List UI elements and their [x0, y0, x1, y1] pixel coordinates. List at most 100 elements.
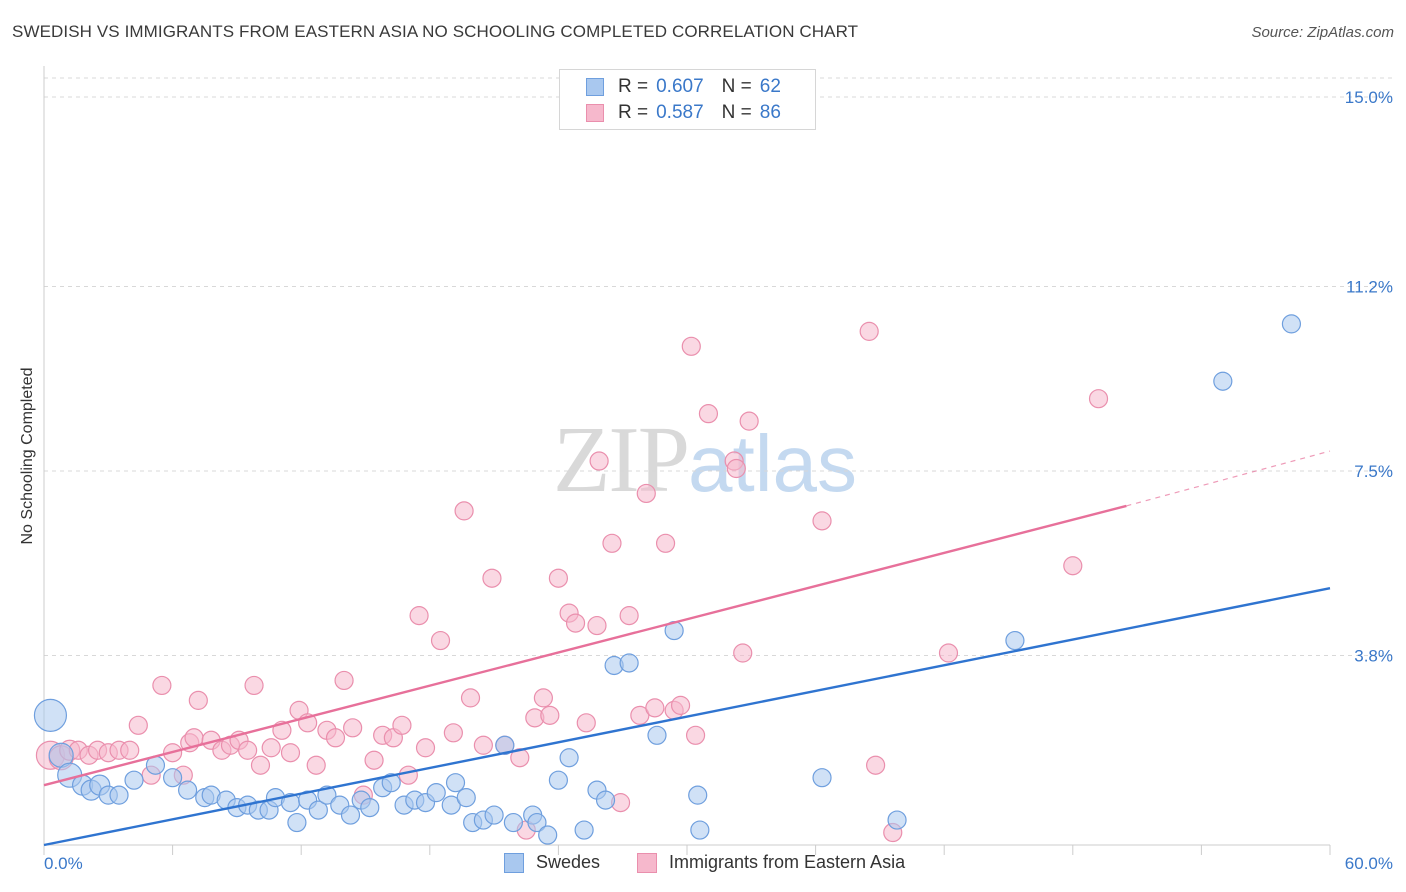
point-eastern-asia [655, 533, 676, 553]
trendline-swedes [43, 587, 1331, 847]
point-swedes [381, 773, 401, 793]
series-legend: Swedes Immigrants from Eastern Asia [0, 852, 1406, 878]
point-eastern-asia [280, 743, 301, 763]
trendline-eastern-asia [43, 504, 1127, 787]
y-tick-label: 15.0% [1345, 88, 1393, 107]
point-swedes [178, 780, 198, 800]
point-swedes [688, 785, 708, 805]
point-swedes [503, 812, 523, 833]
series-swatch-eastern-asia [637, 852, 657, 873]
legend-r-value: 0.587 [656, 102, 704, 123]
point-swedes [595, 790, 616, 810]
point-swedes [548, 770, 569, 790]
point-eastern-asia [589, 451, 609, 471]
point-swedes [619, 653, 639, 673]
legend-n-value: 86 [759, 102, 781, 123]
point-swedes [527, 812, 547, 833]
point-swedes [1281, 314, 1302, 334]
point-eastern-asia [685, 725, 706, 745]
series-legend-swedes[interactable]: Swedes [504, 852, 600, 873]
point-eastern-asia [1088, 389, 1109, 409]
point-swedes [1005, 630, 1025, 651]
point-eastern-asia [510, 748, 530, 768]
point-eastern-asia [548, 568, 569, 588]
series-legend-eastern-asia[interactable]: Immigrants from Eastern Asia [637, 852, 905, 873]
point-swedes [317, 785, 337, 805]
point-eastern-asia [565, 613, 586, 633]
legend-n-label: N = [721, 76, 752, 97]
point-eastern-asia [306, 755, 326, 775]
point-eastern-asia [733, 643, 753, 663]
point-eastern-asia [334, 670, 354, 691]
point-eastern-asia [540, 705, 560, 725]
point-eastern-asia [325, 728, 346, 748]
point-eastern-asia [128, 715, 148, 735]
x-tick-label: 60.0% [1345, 854, 1393, 873]
point-eastern-asia [938, 643, 959, 663]
point-swedes [812, 768, 832, 788]
point-eastern-asia [454, 501, 474, 521]
legend-row-eastern-asia: R = 0.587 N = 86 [586, 101, 781, 125]
point-swedes [559, 748, 579, 768]
point-eastern-asia [415, 738, 436, 758]
point-eastern-asia [636, 483, 656, 504]
point-eastern-asia [866, 755, 886, 775]
point-eastern-asia [443, 723, 463, 743]
point-eastern-asia [250, 755, 271, 775]
point-eastern-asia [188, 690, 208, 710]
trendline-extension-eastern-asia [1126, 450, 1331, 507]
legend-swatch-eastern-asia [586, 104, 604, 122]
point-swedes [340, 805, 361, 825]
point-swedes [495, 735, 515, 755]
point-swedes [124, 770, 144, 790]
point-eastern-asia [244, 675, 264, 696]
point-eastern-asia [726, 458, 746, 479]
point-swedes [308, 800, 328, 820]
point-swedes [574, 820, 594, 840]
legend-r-label: R = [618, 102, 649, 123]
point-eastern-asia [587, 615, 607, 636]
series-label-swedes: Swedes [536, 852, 601, 872]
point-eastern-asia [430, 630, 451, 651]
point-swedes [456, 788, 476, 808]
point-swedes [163, 768, 183, 788]
point-eastern-asia [238, 740, 258, 760]
point-swedes [538, 825, 558, 845]
point-eastern-asia [1063, 556, 1083, 576]
point-eastern-asia [645, 698, 665, 718]
point-swedes [484, 805, 504, 825]
point-eastern-asia [392, 715, 412, 735]
point-eastern-asia [681, 336, 701, 356]
point-eastern-asia [343, 718, 363, 738]
point-eastern-asia [398, 765, 418, 785]
point-swedes [287, 812, 307, 833]
point-eastern-asia [812, 511, 832, 531]
point-eastern-asia [739, 411, 759, 431]
point-eastern-asia [364, 750, 384, 770]
point-eastern-asia [261, 738, 281, 758]
point-eastern-asia [619, 606, 639, 626]
x-tick-label: 0.0% [44, 854, 83, 873]
point-eastern-asia [576, 713, 596, 733]
legend-r-label: R = [618, 76, 649, 97]
correlation-legend: R = 0.607 N = 62 R = 0.587 N = 86 [559, 69, 816, 130]
y-tick-label: 11.2% [1346, 277, 1393, 296]
point-swedes [690, 820, 710, 840]
point-eastern-asia [602, 533, 622, 553]
series-swatch-swedes [504, 852, 524, 873]
series-label-eastern-asia: Immigrants from Eastern Asia [669, 852, 906, 872]
legend-n-value: 62 [759, 76, 781, 97]
point-eastern-asia [120, 740, 140, 760]
y-tick-label: 3.8% [1354, 647, 1393, 666]
point-swedes [426, 783, 446, 803]
point-eastern-asia [533, 688, 553, 708]
chart-title: SWEDISH VS IMMIGRANTS FROM EASTERN ASIA … [12, 22, 859, 41]
point-eastern-asia [460, 688, 481, 708]
point-swedes [360, 797, 380, 818]
point-swedes [1213, 371, 1233, 391]
point-swedes [647, 725, 667, 745]
point-eastern-asia [859, 321, 879, 341]
point-swedes [33, 698, 68, 732]
legend-r-value: 0.607 [656, 76, 704, 97]
